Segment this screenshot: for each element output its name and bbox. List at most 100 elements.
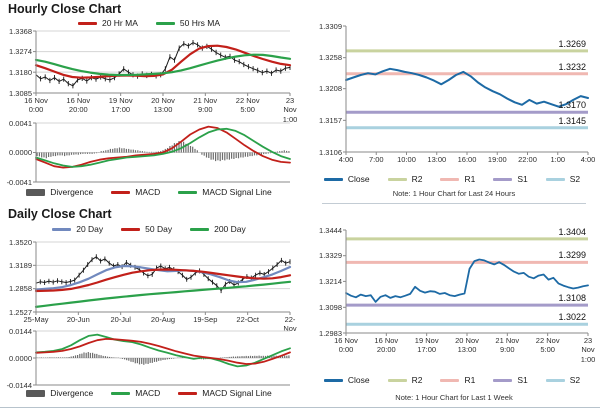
y-axis-labels: 0.0144 0.0000 -0.0144: [6, 327, 36, 390]
x-tick-label: 10:00: [397, 155, 416, 164]
x-tick-label: 1:00: [550, 155, 566, 164]
y-tick-label: 1.2858: [9, 284, 32, 294]
plot-area: [33, 330, 291, 386]
x-tick-label: 20-Aug: [150, 315, 176, 324]
level-label: 1.3170: [558, 100, 586, 111]
y-tick-label: 1.3258: [319, 53, 342, 63]
legend-swatch-icon: [545, 177, 565, 181]
legend-item: R1: [440, 174, 475, 184]
x-tick-label: 22:00: [518, 155, 537, 164]
x-tick-label: 25-May: [23, 315, 49, 324]
legend-swatch-icon: [493, 378, 513, 382]
legend-item: R2: [387, 375, 422, 385]
x-tick-label: 7:00: [368, 155, 384, 164]
y-tick-label: -0.0144: [6, 380, 32, 390]
y-tick-label: 1.3368: [9, 26, 32, 36]
legend-swatch-icon: [178, 190, 198, 194]
chart-plot: 1.3269 1.3232 1.3170 1.3145: [343, 25, 589, 155]
legend-swatch-icon: [178, 391, 198, 395]
x-tick-label: 23 Nov 1:00: [282, 96, 298, 124]
legend-swatch-icon: [190, 227, 210, 231]
legend-swatch-icon: [26, 188, 46, 196]
plot-area: [33, 241, 292, 315]
legend-label: R1: [464, 375, 476, 385]
chart-plot: [33, 30, 292, 96]
legend-label: 20 Hr MA: [101, 18, 138, 28]
chart-plot: [33, 330, 291, 386]
legend-label: Close: [347, 174, 370, 184]
legend-item: 50 Day: [121, 224, 172, 234]
y-tick-label: 1.3157: [319, 115, 342, 125]
x-tick-label: 19 Nov 17:00: [414, 336, 439, 355]
x-tick-label: 16 Nov 20:00: [66, 96, 91, 115]
plot-area: [33, 122, 291, 183]
x-tick-label: 19-Sep: [193, 315, 218, 324]
y-tick-label: 1.3274: [9, 47, 32, 57]
y-tick-label: 1.3309: [319, 21, 342, 31]
x-tick-label: 20 Nov 13:00: [455, 336, 479, 355]
y-tick-label: -0.0041: [6, 177, 32, 187]
legend-label: 50 Hrs MA: [179, 18, 221, 28]
x-tick-label: 20-Jun: [66, 315, 90, 324]
legend-swatch-icon: [323, 378, 343, 382]
legend-label: 200 Day: [214, 224, 246, 234]
legend-label: MACD Signal Line: [202, 388, 272, 398]
legend-swatch-icon: [77, 21, 97, 25]
legend-item: S1: [493, 174, 528, 184]
y-tick-label: 1.3098: [319, 302, 342, 312]
legend-item: Divergence: [26, 388, 93, 398]
y-tick-label: 0.0144: [9, 326, 32, 336]
legend-swatch-icon: [387, 378, 407, 382]
y-tick-label: 1.3106: [319, 147, 342, 157]
x-tick-label: 16:00: [457, 155, 477, 164]
legend-label: S1: [517, 174, 528, 184]
x-tick-label: 21 Nov 9:00: [193, 96, 218, 115]
legend-item: 200 Day: [190, 224, 246, 234]
legend-item: 20 Hr MA: [77, 18, 138, 28]
legend-swatch-icon: [52, 227, 72, 231]
chart-plot: [33, 241, 292, 315]
legend-swatch-icon: [111, 190, 131, 194]
legend-item: Divergence: [26, 187, 93, 197]
x-tick-label: 4:00: [580, 155, 596, 164]
y-tick-label: 1.3214: [319, 276, 342, 286]
legend-item: S2: [545, 375, 580, 385]
legend-label: Close: [347, 375, 370, 385]
legend-swatch-icon: [111, 391, 131, 395]
x-tick-label: 19:00: [487, 155, 507, 164]
daily-macd-legend: Divergence MACD MACD Signal Line: [6, 388, 292, 398]
daily-chart-title: Daily Close Chart: [8, 207, 112, 221]
legend-swatch-icon: [440, 378, 460, 382]
y-tick-label: 1.3444: [319, 225, 342, 235]
level-label: 1.3145: [558, 115, 586, 126]
legend-item: S2: [545, 174, 581, 184]
legend-swatch-icon: [323, 177, 343, 181]
x-tick-label: 22-Oct: [236, 315, 259, 324]
x-tick-label: 13:00: [427, 155, 447, 164]
lastweek-note: Note: 1 Hour Chart for Last 1 Week: [395, 393, 513, 402]
legend-item: MACD Signal Line: [178, 187, 272, 197]
y-axis-labels: 0.0041 0.0000 -0.0041: [6, 119, 36, 187]
legend-swatch-icon: [155, 21, 175, 25]
legend-label: MACD: [135, 187, 161, 197]
legend-label: R2: [411, 174, 423, 184]
y-axis-labels: 1.3444 1.3329 1.3214 1.3098 1.2983: [308, 226, 346, 338]
y-tick-label: 1.3180: [9, 67, 32, 77]
legend-label: S2: [569, 174, 581, 184]
level-label: 1.3022: [558, 312, 586, 323]
legend-label: S1: [517, 375, 528, 385]
y-tick-label: 0.0041: [9, 118, 32, 128]
last24-legend: Close R2 R1 S1 S2: [308, 174, 596, 184]
y-tick-label: 1.3520: [9, 237, 32, 247]
legend-item: MACD: [111, 388, 160, 398]
hourly-macd-legend: Divergence MACD MACD Signal Line: [6, 187, 292, 197]
legend-swatch-icon: [440, 177, 460, 181]
chart-plot: [33, 122, 291, 183]
legend-item: Close: [323, 375, 370, 385]
bottom-divider: [0, 407, 600, 408]
legend-label: Divergence: [50, 187, 94, 197]
y-tick-label: 1.2527: [9, 307, 32, 317]
hourly-ma-legend: 20 Hr MA 50 Hrs MA: [6, 18, 292, 28]
plot-area: [343, 229, 589, 336]
